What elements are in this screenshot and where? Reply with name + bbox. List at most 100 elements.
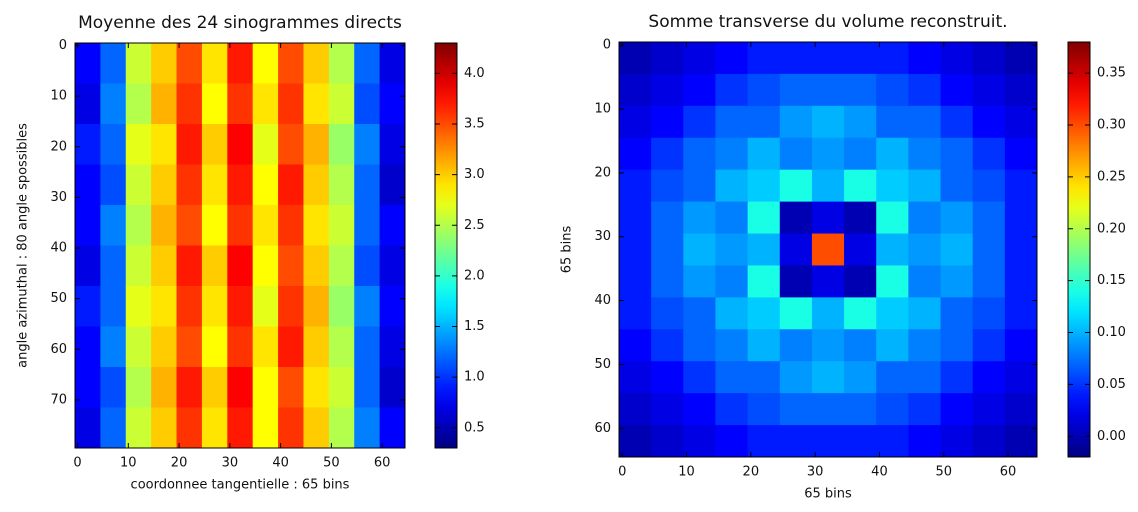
x-tick-label: 20 xyxy=(171,456,188,471)
heatmap-cell xyxy=(651,201,684,235)
heatmap-cell xyxy=(940,105,974,139)
heatmap-cell xyxy=(683,201,716,235)
heatmap-cell xyxy=(278,245,304,287)
heatmap-cell xyxy=(227,164,254,206)
colorbar-tick-label: 2.0 xyxy=(464,268,485,283)
heatmap-cell xyxy=(908,73,942,107)
heatmap-cell xyxy=(176,407,203,449)
heatmap-cell xyxy=(811,169,845,203)
heatmap-cell xyxy=(908,105,942,139)
heatmap-cell xyxy=(201,83,228,125)
heatmap-cell xyxy=(876,361,909,394)
heatmap-cell xyxy=(811,265,845,298)
heatmap-cell xyxy=(354,286,381,327)
heatmap-cell xyxy=(354,367,381,408)
y-tick-label: 30 xyxy=(50,190,67,205)
heatmap-cell xyxy=(227,367,254,408)
heatmap-cell xyxy=(619,329,652,362)
heatmap-cell xyxy=(972,233,1006,266)
heatmap-cell xyxy=(379,124,406,165)
heatmap-cell xyxy=(940,329,974,362)
heatmap-cell xyxy=(619,265,652,298)
heatmap-cell xyxy=(972,201,1006,235)
chart-title: Somme transverse du volume reconstruit. xyxy=(648,12,1007,32)
heatmap-cell xyxy=(1004,297,1038,330)
heatmap-cell xyxy=(844,201,877,235)
colorbar-tick-label: 1.5 xyxy=(464,319,485,334)
heatmap-cell xyxy=(303,205,330,246)
heatmap-cell xyxy=(715,201,749,235)
heatmap-cell xyxy=(779,105,813,139)
heatmap-cell xyxy=(151,407,178,449)
heatmap-cell xyxy=(201,164,228,206)
heatmap-cell xyxy=(747,105,781,139)
heatmap-cell xyxy=(779,329,813,362)
heatmap-cell xyxy=(779,297,813,330)
heatmap-cell xyxy=(715,233,749,266)
heatmap-cell xyxy=(683,361,716,394)
heatmap-cell xyxy=(252,326,279,368)
heatmap-cell xyxy=(379,245,406,287)
heatmap-cell xyxy=(651,329,684,362)
heatmap-cell xyxy=(811,137,845,171)
heatmap-cell xyxy=(747,329,781,362)
heatmap-cell xyxy=(252,245,279,287)
heatmap-cell xyxy=(354,83,381,125)
heatmap-cell xyxy=(683,297,716,330)
heatmap-cell xyxy=(619,393,652,426)
heatmap-cell xyxy=(972,425,1006,458)
heatmap-cell xyxy=(125,407,152,449)
heatmap-cell xyxy=(876,201,909,235)
heatmap-cell xyxy=(328,83,355,125)
heatmap-cell xyxy=(844,233,877,266)
heatmap-cell xyxy=(747,393,781,426)
heatmap-cell xyxy=(715,329,749,362)
heatmap-cell xyxy=(176,83,203,125)
heatmap-cell xyxy=(908,201,942,235)
heatmap-cell xyxy=(100,205,127,246)
heatmap-cell xyxy=(876,265,909,298)
heatmap-cell xyxy=(619,73,652,107)
heatmap-cell xyxy=(201,43,228,84)
heatmap-cell xyxy=(844,297,877,330)
x-tick-label: 60 xyxy=(374,456,391,471)
heatmap-cell xyxy=(715,73,749,107)
heatmap-cell xyxy=(876,233,909,266)
heatmap-cell xyxy=(844,425,877,458)
heatmap-cell xyxy=(75,164,101,206)
heatmap-cell xyxy=(940,265,974,298)
y-tick-label: 20 xyxy=(594,165,611,180)
x-tick-label: 30 xyxy=(807,465,824,480)
heatmap-cell xyxy=(619,169,652,203)
x-tick-label: 40 xyxy=(272,456,289,471)
heatmap-cell xyxy=(779,201,813,235)
heatmap-cell xyxy=(844,105,877,139)
heatmap-cell xyxy=(715,297,749,330)
heatmap-cell xyxy=(972,105,1006,139)
colorbar-tick-label: 2.5 xyxy=(464,218,485,233)
heatmap-cell xyxy=(747,137,781,171)
heatmap-cell xyxy=(683,425,716,458)
heatmap-cell xyxy=(683,329,716,362)
x-tick-label: 10 xyxy=(120,456,137,471)
heatmap-cell xyxy=(651,137,684,171)
heatmap-cell xyxy=(176,124,203,165)
heatmap-cell xyxy=(125,286,152,327)
heatmap-cell xyxy=(125,164,152,206)
heatmap-cell xyxy=(176,286,203,327)
heatmap-cell xyxy=(201,124,228,165)
heatmap-cell xyxy=(844,265,877,298)
heatmap-cell xyxy=(354,205,381,246)
heatmap-cell xyxy=(379,83,406,125)
heatmap-cell xyxy=(619,137,652,171)
heatmap-cell xyxy=(278,83,304,125)
heatmap-cell xyxy=(747,265,781,298)
colorbar-tick-label: 0.20 xyxy=(1097,221,1126,236)
heatmap-cell xyxy=(379,205,406,246)
heatmap-cell xyxy=(201,367,228,408)
heatmap-cell xyxy=(811,201,845,235)
x-tick-label: 50 xyxy=(323,456,340,471)
heatmap-cell xyxy=(876,137,909,171)
heatmap-cell xyxy=(151,83,178,125)
heatmap-cell xyxy=(201,407,228,449)
